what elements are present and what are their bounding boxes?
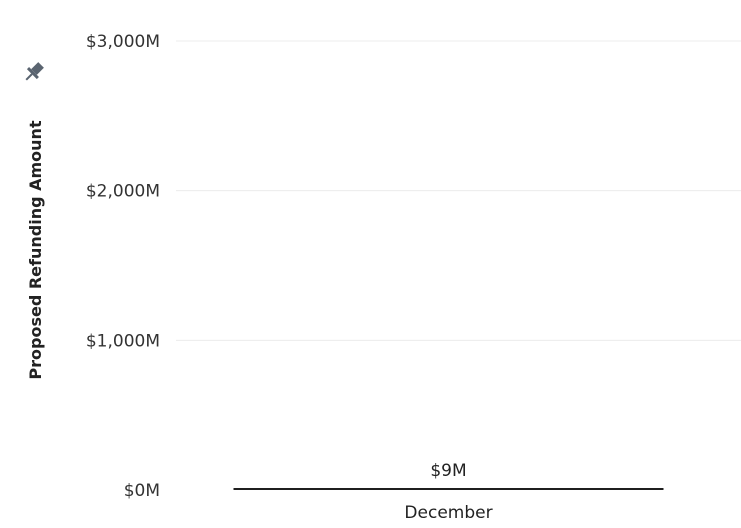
y-tick-label: $2,000M [86,182,160,202]
bar-value-label: $9M [430,461,466,481]
x-tick-label: December [404,503,492,523]
bar-december[interactable] [233,488,664,490]
gridlines [176,40,741,341]
y-axis-title: Proposed Refunding Amount [26,120,45,380]
y-tick-label: $3,000M [86,32,160,52]
y-axis-ticks: $0M $1,000M $2,000M $3,000M [86,32,160,501]
pin-icon[interactable] [21,60,46,85]
y-tick-label: $1,000M [86,331,160,351]
y-tick-label: $0M [124,481,160,501]
x-axis-ticks: December [404,503,492,523]
bars: $9M [233,461,664,490]
